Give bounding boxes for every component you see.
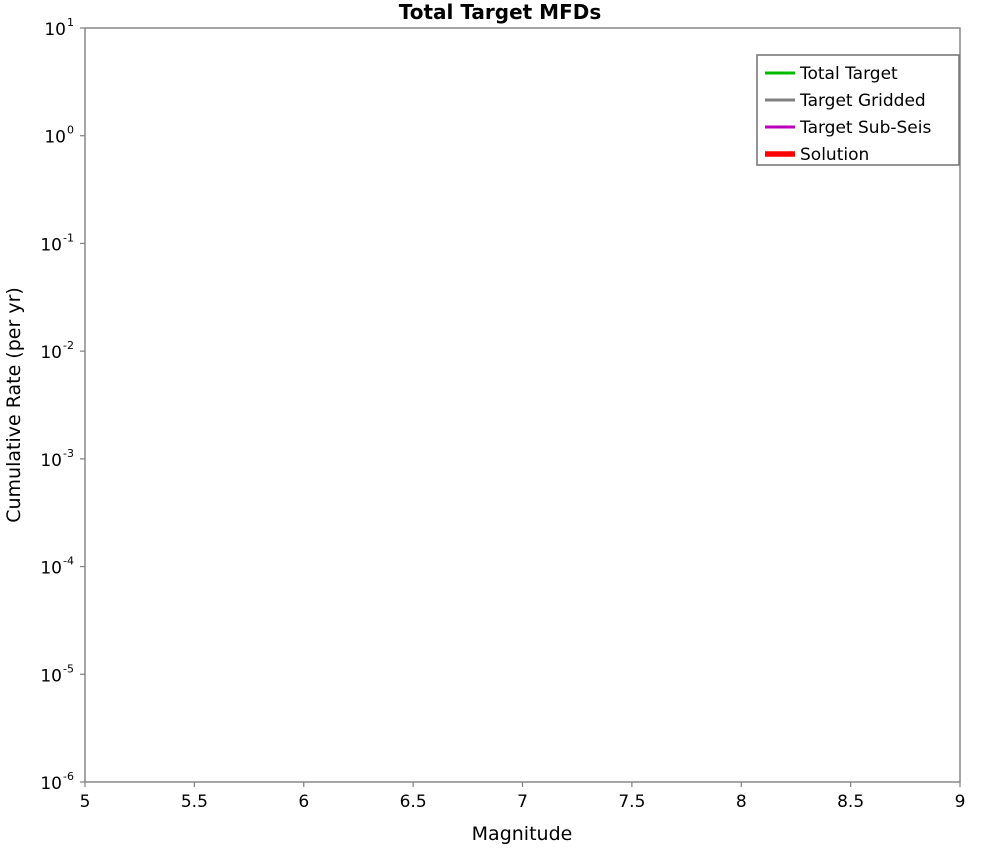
legend-label-solution: Solution	[800, 145, 869, 165]
x-axis-ticks: 5 5.5 6 6.5 7 7.5 8 8.5 9	[80, 782, 966, 812]
x-tick-label: 7	[517, 792, 528, 812]
legend-label-target-gridded: Target Gridded	[799, 91, 926, 111]
y-tick-label: 10	[40, 666, 62, 686]
y-tick-exponent: -3	[63, 447, 74, 460]
y-tick-exponent: -1	[63, 231, 74, 244]
chart-legend[interactable]: Total Target Target Gridded Target Sub-S…	[756, 54, 960, 166]
x-tick-label: 6.5	[400, 792, 427, 812]
y-tick-label: 10	[40, 774, 62, 794]
y-axis-label: Cumulative Rate (per yr)	[3, 287, 25, 523]
y-tick-label: 10	[44, 128, 66, 148]
y-tick-label: 10	[40, 559, 62, 579]
y-tick-exponent: 1	[67, 16, 74, 29]
x-tick-label: 8	[736, 792, 747, 812]
y-tick-exponent: -5	[63, 662, 74, 675]
x-tick-label: 6	[298, 792, 309, 812]
legend-label-target-sub-seis: Target Sub-Seis	[799, 118, 931, 138]
chart-title: Total Target MFDs	[399, 0, 602, 24]
y-tick-exponent: -4	[63, 555, 74, 568]
x-tick-label: 5.5	[181, 792, 208, 812]
legend-item-target-sub-seis[interactable]: Target Sub-Seis	[765, 118, 931, 138]
y-tick-label: 10	[44, 20, 66, 40]
y-tick-exponent: -2	[63, 339, 74, 352]
legend-item-total-target[interactable]: Total Target	[765, 64, 898, 84]
y-tick-exponent: 0	[67, 124, 74, 137]
legend-item-solution[interactable]: Solution	[765, 145, 869, 165]
x-tick-label: 7.5	[618, 792, 645, 812]
y-tick-label: 10	[40, 343, 62, 363]
y-tick-label: 10	[40, 235, 62, 255]
legend-item-target-gridded[interactable]: Target Gridded	[765, 91, 926, 111]
y-tick-label: 10	[40, 451, 62, 471]
x-tick-label: 5	[80, 792, 91, 812]
legend-label-total-target: Total Target	[799, 64, 898, 84]
x-tick-label: 8.5	[837, 792, 864, 812]
x-axis-label: Magnitude	[472, 823, 573, 845]
y-tick-exponent: -6	[63, 770, 74, 783]
x-tick-label: 9	[955, 792, 966, 812]
